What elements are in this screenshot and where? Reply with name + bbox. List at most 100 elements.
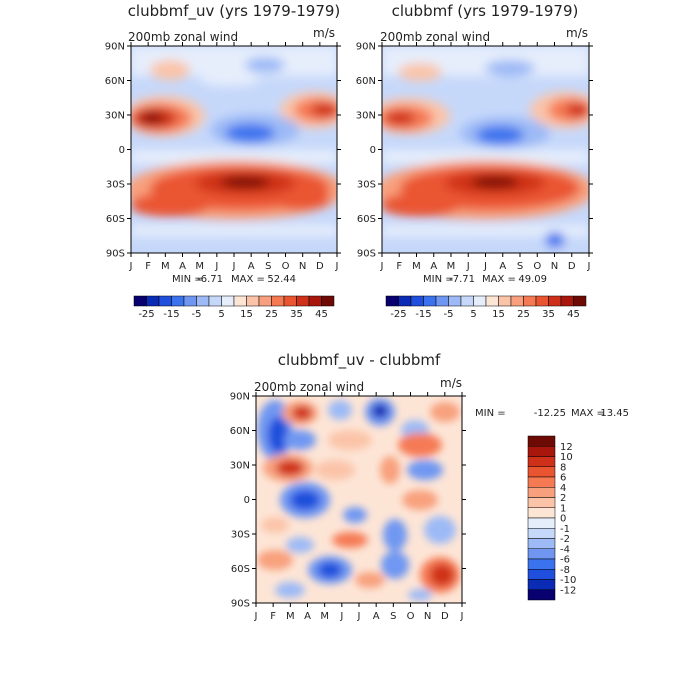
colorbar-cell	[527, 538, 556, 549]
colorbar-cell	[133, 295, 147, 307]
panel-diff-subtitle: 200mb zonal wind	[254, 380, 364, 394]
colorbar-cell	[196, 295, 210, 307]
colorbar-cell	[527, 548, 556, 560]
x-tick-label: J	[129, 261, 133, 272]
panel-uv-field	[131, 46, 337, 253]
x-tick-label: S	[517, 261, 523, 272]
y-tick-label: 30S	[357, 180, 376, 191]
x-tick-label: N	[299, 261, 306, 272]
colorbar-label: 35	[290, 309, 303, 320]
x-tick-label: J	[254, 611, 258, 622]
x-tick-label: M	[195, 261, 204, 272]
colorbar-label: -6	[560, 555, 570, 566]
colorbar-label: 25	[517, 309, 530, 320]
colorbar-label: 5	[470, 309, 476, 320]
x-tick-label: F	[396, 261, 402, 272]
colorbar-label: 5	[218, 309, 224, 320]
x-tick-label: O	[533, 261, 541, 272]
x-tick-label: D	[441, 611, 449, 622]
colorbar-cell	[573, 295, 587, 307]
x-tick-label: S	[265, 261, 271, 272]
colorbar-cell	[233, 295, 247, 307]
colorbar-cell	[158, 295, 172, 307]
y-tick-label: 90N	[230, 392, 250, 403]
colorbar-label: -25	[390, 309, 406, 320]
colorbar-cell	[510, 295, 524, 307]
colorbar-label: 45	[567, 309, 580, 320]
y-tick-label: 30N	[105, 111, 125, 122]
x-tick-label: J	[380, 261, 384, 272]
colorbar-cell	[527, 487, 556, 498]
x-tick-label: J	[232, 261, 236, 272]
panel-diff-title: clubbmf_uv - clubbmf	[278, 351, 441, 370]
panel-base-min-label: MIN =	[423, 274, 454, 285]
colorbar-cell	[527, 507, 556, 519]
x-tick-label: O	[282, 261, 290, 272]
y-tick-label: 30N	[230, 461, 250, 472]
y-tick-label: 60N	[105, 76, 125, 87]
panel-base-max-label: MAX =	[482, 274, 516, 285]
x-tick-label: M	[320, 611, 329, 622]
colorbar-cell	[527, 435, 556, 447]
panel-base-units: m/s	[566, 26, 588, 40]
x-tick-label: O	[407, 611, 415, 622]
x-tick-label: M	[161, 261, 170, 272]
x-tick-label: D	[568, 261, 576, 272]
x-tick-label: A	[304, 611, 311, 622]
y-tick-label: 90S	[106, 249, 125, 260]
y-tick-label: 0	[244, 495, 250, 506]
colorbar-cell	[527, 579, 556, 590]
y-tick-label: 90N	[356, 42, 376, 53]
colorbar-label: -15	[163, 309, 179, 320]
y-tick-label: 0	[119, 145, 125, 156]
x-tick-label: F	[270, 611, 276, 622]
panel-diff-min: -12.25	[534, 408, 566, 419]
x-tick-label: D	[316, 261, 324, 272]
colorbar-label: 0	[560, 514, 566, 525]
colorbar-cell	[308, 295, 322, 307]
colorbar-cell	[485, 295, 499, 307]
colorbar-label: 6	[560, 473, 566, 484]
y-tick-label: 60N	[230, 426, 250, 437]
x-tick-label: N	[424, 611, 431, 622]
colorbar-label: 35	[542, 309, 555, 320]
colorbar-cell	[560, 295, 574, 307]
colorbar-cell	[258, 295, 272, 307]
colorbar-cell	[423, 295, 437, 307]
colorbar-cell	[296, 295, 310, 307]
panel-uv-title: clubbmf_uv (yrs 1979-1979)	[128, 2, 341, 21]
panel-diff: clubbmf_uv - clubbmf 200mb zonal wind m/…	[254, 351, 629, 604]
colorbar-cell	[448, 295, 462, 307]
y-tick-label: 90S	[231, 599, 250, 610]
panel-diff-max: 13.45	[600, 408, 629, 419]
colorbar-cell	[271, 295, 285, 307]
colorbar-label: -25	[138, 309, 154, 320]
colorbar-label: -4	[560, 544, 570, 555]
colorbar-label: 2	[560, 493, 566, 504]
colorbar-cell	[527, 589, 556, 601]
colorbar-label: 12	[560, 442, 573, 453]
panel-base-subtitle: 200mb zonal wind	[380, 30, 490, 44]
colorbar-cell	[246, 295, 260, 307]
colorbar-cell	[535, 295, 549, 307]
panel-uv-colorbar: -25 -15 -5 5 15 25 35 45	[133, 295, 335, 320]
colorbar-label: -5	[444, 309, 454, 320]
panel-diff-units: m/s	[440, 376, 462, 390]
colorbar-cell	[283, 295, 297, 307]
colorbar-cell	[385, 295, 399, 307]
colorbar-label: 8	[560, 462, 566, 473]
panel-uv-subtitle: 200mb zonal wind	[128, 30, 238, 44]
colorbar-label: 45	[315, 309, 328, 320]
colorbar-cell	[498, 295, 512, 307]
colorbar-cell	[208, 295, 222, 307]
panel-uv-units: m/s	[313, 26, 335, 40]
colorbar-label: 25	[265, 309, 278, 320]
panel-base-field	[382, 46, 589, 253]
colorbar-cell	[435, 295, 449, 307]
x-tick-label: N	[551, 261, 558, 272]
x-tick-label: J	[335, 261, 339, 272]
